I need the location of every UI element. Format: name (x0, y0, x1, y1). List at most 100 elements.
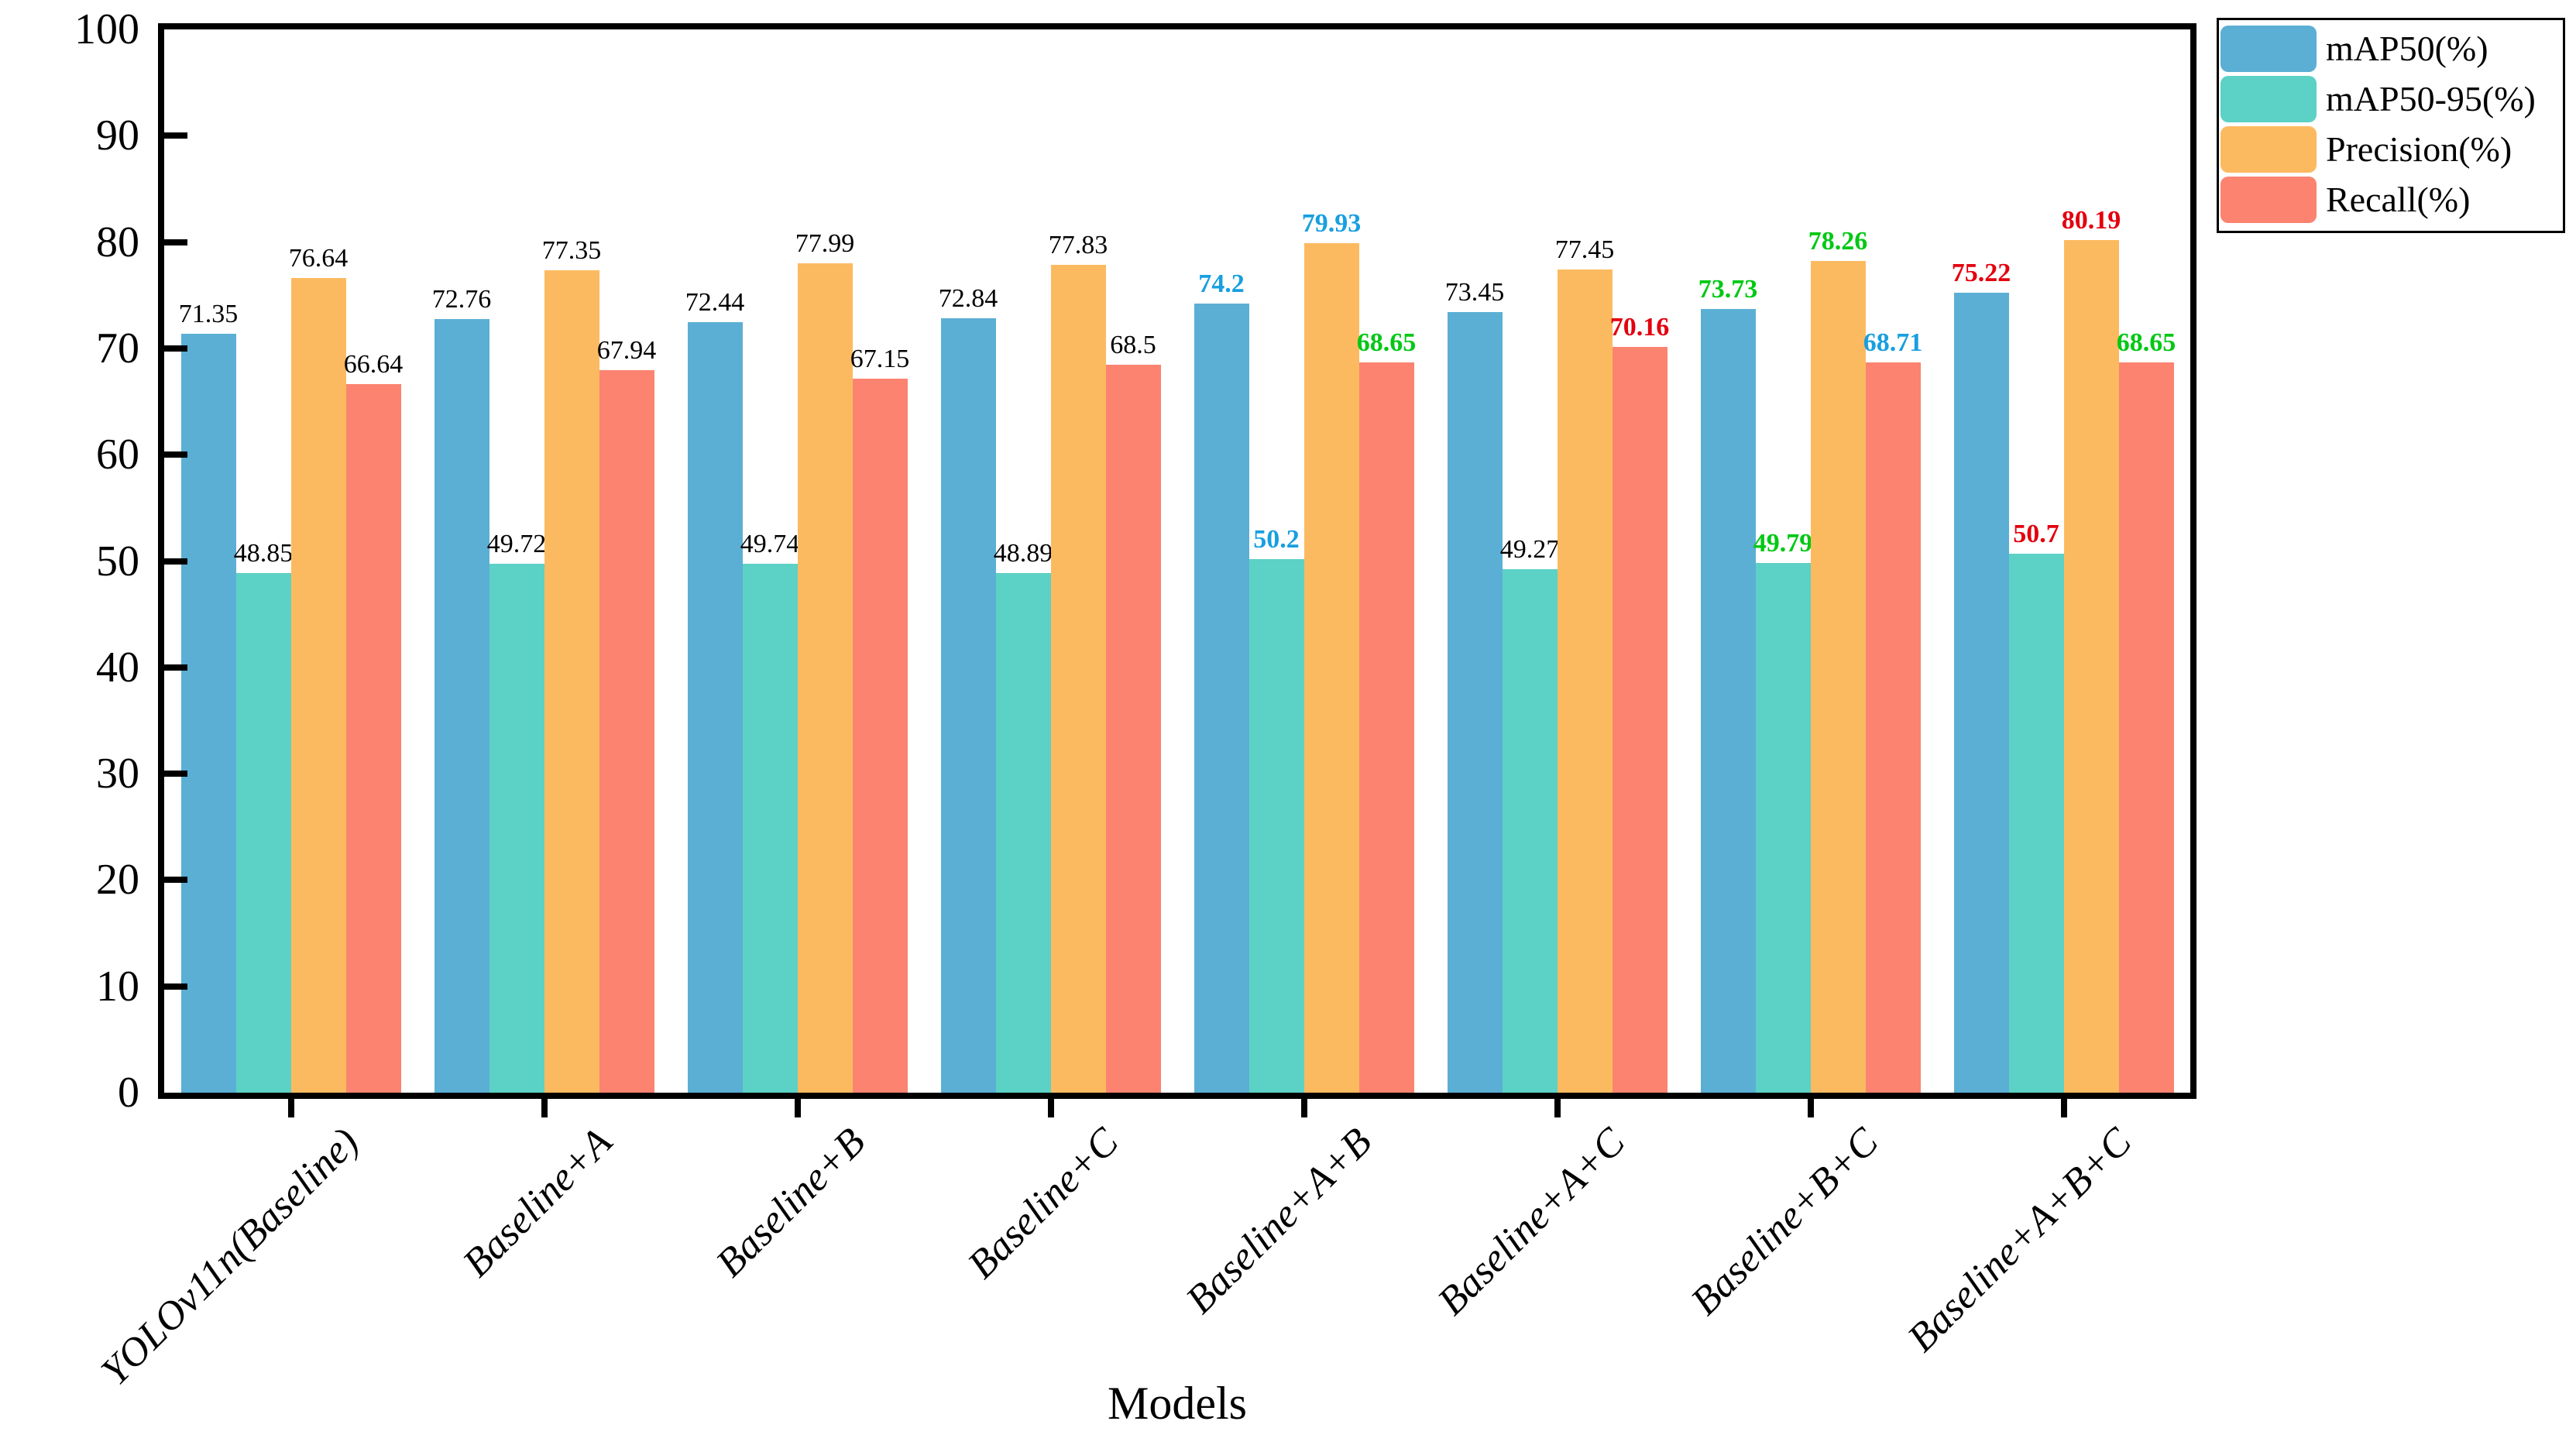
bar-value-label: 77.45 (1554, 235, 1615, 264)
bar (1194, 304, 1249, 1093)
y-tick-label: 60 (96, 431, 139, 479)
y-tick-label: 70 (96, 324, 139, 372)
bar-value-label: 72.84 (938, 283, 998, 313)
bar (345, 384, 401, 1093)
legend-label: mAP50(%) (2326, 28, 2488, 68)
legend-label: mAP50-95(%) (2326, 78, 2536, 118)
bar (235, 573, 291, 1093)
x-tick (794, 1097, 801, 1117)
legend-row: mAP50-95(%) (2221, 74, 2563, 124)
y-tick (164, 664, 187, 671)
plot-area: 71.35 72.76 72.44 72.84 74.2 73.45 73.73 75.22 4… (164, 29, 2190, 1093)
legend-row: Precision(%) (2221, 124, 2563, 174)
legend-label: Recall(%) (2326, 179, 2471, 219)
y-tick (164, 451, 187, 458)
bar-value-label: 68.71 (1863, 328, 1923, 357)
legend-row: mAP50(%) (2221, 23, 2563, 74)
bar (1700, 308, 1756, 1093)
legend-swatch (2221, 75, 2317, 122)
bar-value-label: 78.26 (1808, 226, 1868, 256)
x-tick (1807, 1097, 1814, 1117)
bar (489, 564, 544, 1093)
bar-value-label: 71.35 (178, 300, 239, 329)
y-tick (164, 983, 187, 990)
bar (1105, 364, 1161, 1093)
y-tick-label: 40 (96, 643, 139, 692)
x-tick (2060, 1097, 2067, 1117)
bar (180, 334, 236, 1093)
bar-value-label: 68.65 (1356, 328, 1417, 358)
bar-value-label: 48.89 (993, 538, 1053, 568)
bar-value-label: 74.2 (1198, 269, 1245, 299)
bar (852, 379, 908, 1093)
y-tick-label: 90 (96, 112, 139, 160)
x-tick (1554, 1097, 1561, 1117)
y-tick-label: 100 (74, 5, 139, 53)
bar (1953, 293, 2009, 1093)
bar-value-label: 67.15 (850, 345, 910, 374)
legend-label: Precision(%) (2326, 129, 2512, 169)
y-tick-label: 0 (118, 1069, 139, 1117)
bar-value-label: 72.44 (685, 288, 745, 318)
bar (290, 277, 346, 1093)
bar-value-label: 80.19 (2061, 206, 2121, 235)
bar (1557, 269, 1613, 1093)
bar-value-label: 70.16 (1609, 312, 1670, 342)
legend: mAP50(%) mAP50-95(%) Precision(%) Recall(%) (2217, 18, 2565, 233)
bar-value-label: 73.73 (1698, 274, 1758, 304)
bar-value-label: 50.2 (1253, 524, 1300, 554)
bar (1249, 558, 1304, 1093)
bar-value-label: 77.35 (541, 236, 602, 265)
bar-value-label: 49.74 (740, 530, 800, 559)
x-tick (1047, 1097, 1054, 1117)
bar-value-label: 68.5 (1110, 330, 1156, 359)
bar-value-label: 72.76 (431, 285, 492, 314)
y-tick-label: 20 (96, 856, 139, 904)
bar-value-label: 73.45 (1444, 277, 1505, 307)
bar-value-label: 50.7 (2013, 519, 2059, 548)
x-tick (1300, 1097, 1307, 1117)
bar (1303, 242, 1359, 1093)
bar (1447, 311, 1503, 1093)
bar (1755, 563, 1811, 1093)
bar (742, 564, 798, 1093)
bar-value-label: 49.72 (486, 530, 547, 559)
y-tick (164, 345, 187, 352)
bar (1810, 260, 1866, 1093)
bar (1050, 265, 1106, 1093)
bar (940, 318, 996, 1093)
bar-value-label: 66.64 (343, 350, 404, 379)
y-tick (164, 877, 187, 884)
bar-value-label: 49.79 (1753, 529, 1813, 558)
y-tick (164, 132, 187, 139)
legend-swatch (2221, 25, 2317, 72)
x-tick (287, 1097, 294, 1117)
bar (2118, 362, 2174, 1093)
bar-value-label: 75.22 (1951, 259, 2011, 288)
bar (2008, 553, 2064, 1093)
bar (2063, 240, 2119, 1093)
bar-value-label: 49.27 (1499, 534, 1560, 564)
y-tick-label: 30 (96, 750, 139, 798)
legend-swatch (2221, 125, 2317, 173)
bar (1358, 362, 1414, 1093)
bar (1865, 362, 1921, 1093)
bar (1502, 568, 1558, 1093)
bar-value-label: 77.83 (1048, 231, 1108, 260)
bar-value-label: 67.94 (596, 336, 657, 366)
y-tick-label: 80 (96, 218, 139, 266)
bar (599, 370, 654, 1093)
bar (687, 322, 743, 1093)
y-tick (164, 771, 187, 777)
bar-value-label: 76.64 (288, 243, 349, 273)
y-tick-label: 50 (96, 537, 139, 585)
legend-row: Recall(%) (2221, 174, 2563, 225)
bar (544, 270, 599, 1093)
bar-value-label: 79.93 (1301, 208, 1362, 238)
bar (797, 263, 853, 1093)
y-tick-label: 10 (96, 962, 139, 1011)
bar (434, 319, 489, 1093)
bar-value-label: 48.85 (233, 539, 294, 568)
bar (995, 572, 1051, 1093)
